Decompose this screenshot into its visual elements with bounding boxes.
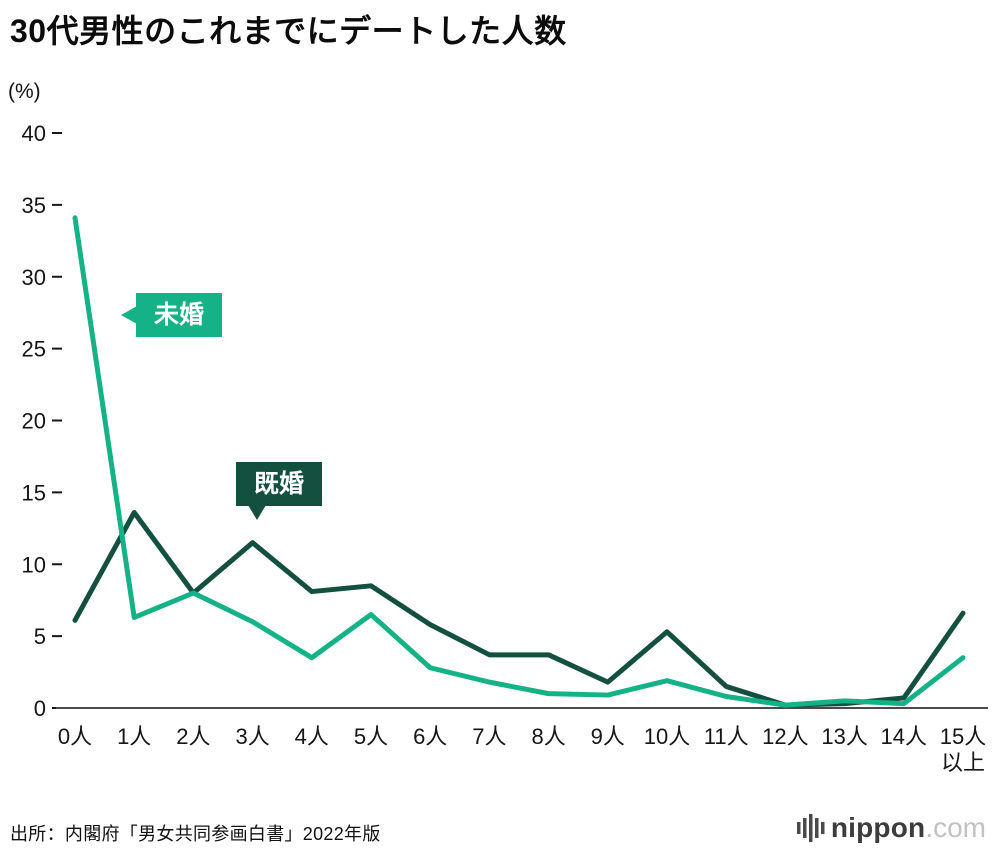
- y-axis-tick-label: 20: [22, 409, 46, 434]
- x-axis-tick-label: 4人: [295, 724, 329, 749]
- y-axis-tick-label: 5: [34, 624, 46, 649]
- series-label-unmarried: 未婚: [121, 293, 223, 337]
- x-axis-tick-label: 2人: [176, 724, 210, 749]
- y-axis-tick-label: 10: [22, 552, 46, 577]
- y-axis-tick-label: 0: [34, 696, 46, 721]
- x-axis-tick-label: 1人: [117, 724, 151, 749]
- series-label-married-text: 既婚: [254, 470, 305, 498]
- x-axis-tick-label: 15人: [940, 724, 986, 749]
- page-title: 30代男性のこれまでにデートした人数: [10, 13, 567, 49]
- y-axis-tick-label: 25: [22, 337, 46, 362]
- series-label-married-pointer-icon: [248, 505, 266, 520]
- logo-name: nippon: [830, 812, 926, 843]
- x-axis-tick-label: 7人: [472, 724, 506, 749]
- x-axis-tick-label: 5人: [354, 724, 388, 749]
- series-label-unmarried-pointer-icon: [121, 306, 137, 324]
- y-axis-tick-label: 30: [22, 265, 46, 290]
- x-axis-tick-label-line2: 以上: [941, 750, 985, 775]
- series-line-1: [72, 215, 966, 708]
- x-axis-tick-label: 11人: [704, 724, 749, 749]
- y-axis-unit-label: (%): [8, 80, 41, 103]
- x-axis-tick-label: 8人: [531, 724, 565, 749]
- y-axis-tick-label: 40: [22, 121, 46, 146]
- source-caption: 出所：内閣府「男女共同参画白書」2022年版: [10, 824, 381, 844]
- soundwave-bars-icon: [796, 814, 825, 842]
- logo-suffix: .com: [925, 812, 986, 843]
- series-line-0: [72, 510, 966, 708]
- nippon-logo: nippon.com: [796, 812, 986, 844]
- series-label-unmarried-text: 未婚: [154, 301, 205, 329]
- line-chart: 0 5 10 15 20 25 30 35 40 0人 1人 2人 3人 4人 5人 6人 7人 8人 9人 10人 1…: [22, 121, 988, 775]
- y-axis-tick-label: 35: [22, 193, 46, 218]
- x-axis-tick-label: 14人: [881, 724, 927, 749]
- x-axis-tick-label: 3人: [235, 724, 269, 749]
- x-axis-tick-label: 9人: [591, 724, 625, 749]
- x-axis-tick-label: 6人: [413, 724, 447, 749]
- x-axis-tick-label: 12人: [762, 724, 808, 749]
- x-axis-tick-label: 0人: [58, 724, 92, 749]
- y-axis-tick-label: 15: [22, 480, 46, 505]
- x-axis-tick-label: 10人: [644, 724, 690, 749]
- series-label-married: 既婚: [236, 462, 323, 520]
- x-axis-tick-label: 13人: [821, 724, 867, 749]
